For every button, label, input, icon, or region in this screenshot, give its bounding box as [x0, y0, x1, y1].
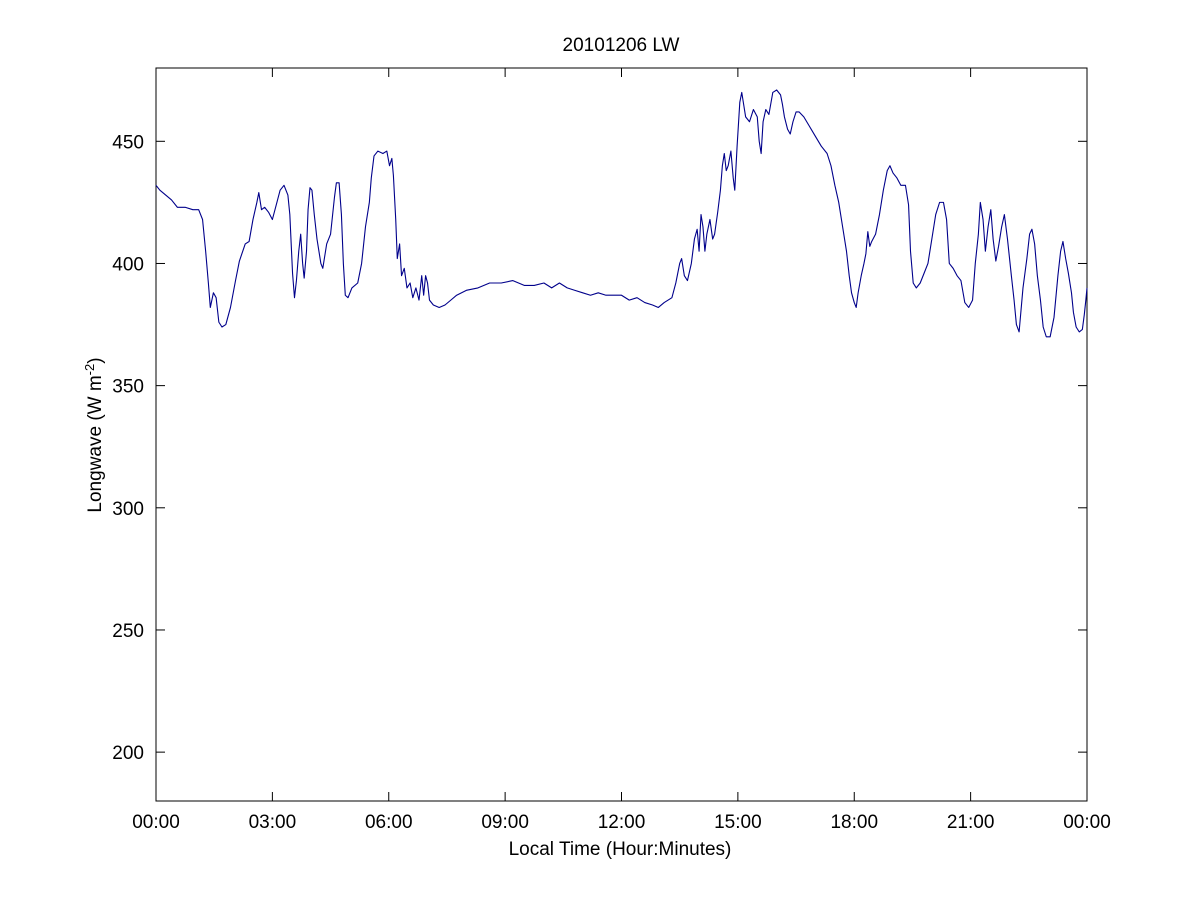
y-axis-title: Longwave (W m-2) [82, 357, 107, 512]
plot-area [155, 67, 1088, 802]
x-tick-label: 12:00 [598, 812, 646, 833]
x-tick-label: 21:00 [947, 812, 995, 833]
y-tick-label: 400 [112, 254, 144, 275]
series-line [155, 89, 1088, 338]
y-tick-label: 450 [112, 132, 144, 153]
x-tick-label: 00:00 [1063, 812, 1111, 833]
x-tick-label: 15:00 [714, 812, 762, 833]
y-tick-label: 200 [112, 743, 144, 764]
x-tick-label: 03:00 [249, 812, 297, 833]
x-tick-label: 06:00 [365, 812, 413, 833]
x-tick-label: 00:00 [132, 812, 180, 833]
x-axis-title: Local Time (Hour:Minutes) [509, 839, 732, 860]
axis-ticks: 00:00 03:00 06:00 09:00 12:00 15:00 18:00 21:00… [112, 68, 1111, 833]
series-layer [155, 89, 1088, 338]
y-tick-label: 350 [112, 377, 144, 398]
x-tick-label: 09:00 [481, 812, 529, 833]
chart-title: 20101206 LW [563, 35, 680, 56]
x-tick-label: 18:00 [830, 812, 878, 833]
y-tick-label: 300 [112, 499, 144, 520]
y-tick-label: 250 [112, 621, 144, 642]
